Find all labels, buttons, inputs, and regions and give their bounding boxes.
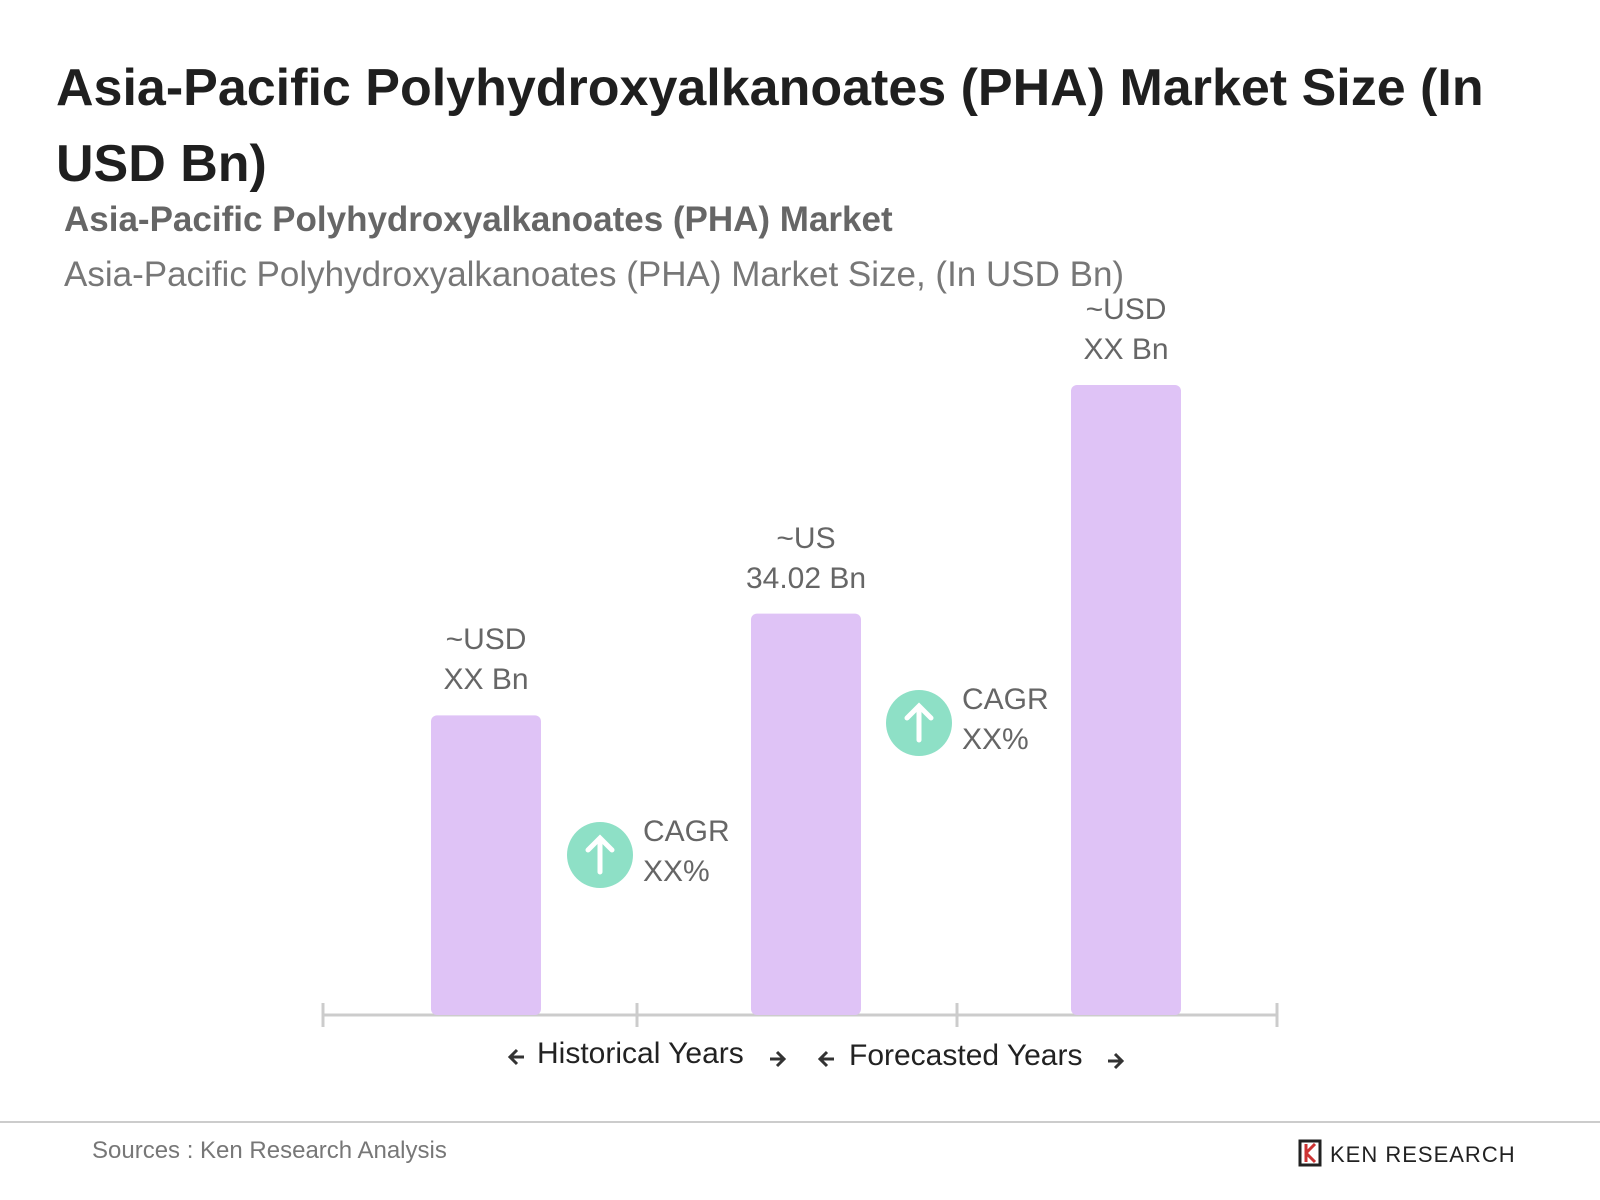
y-axis-label: Asia-Pacific Polyhydroxyalkanoates (PHA)… [64, 255, 1125, 294]
value-label: ~USD XX Bn [443, 623, 529, 697]
source-note: Sources : Ken Research Analysis [92, 1137, 447, 1164]
group-arrows [507, 1048, 1125, 1070]
chart-title: Asia-Pacific Polyhydroxyalkanoates (PHA)… [56, 59, 1484, 193]
bar [751, 613, 861, 1015]
x-group-label: Forecasted Years [849, 1039, 1083, 1072]
cagr-arrow [585, 834, 615, 875]
cagr-label: CAGR XX% [643, 815, 730, 888]
value-label: ~USD XX Bn [1083, 293, 1169, 366]
bar [431, 715, 541, 1015]
chart-subtitle: Asia-Pacific Polyhydroxyalkanoates (PHA)… [64, 200, 893, 239]
logo-text: KEN RESEARCH [1330, 1142, 1516, 1167]
logo-mark [1298, 1139, 1322, 1167]
cagr-label: CAGR XX% [962, 683, 1049, 756]
x-group-label: Historical Years [537, 1037, 744, 1070]
bar [1071, 385, 1181, 1015]
value-label: ~US 34.02 Bn [745, 521, 867, 595]
cagr-arrow [904, 702, 934, 743]
axis-ticks [321, 1003, 1279, 1027]
